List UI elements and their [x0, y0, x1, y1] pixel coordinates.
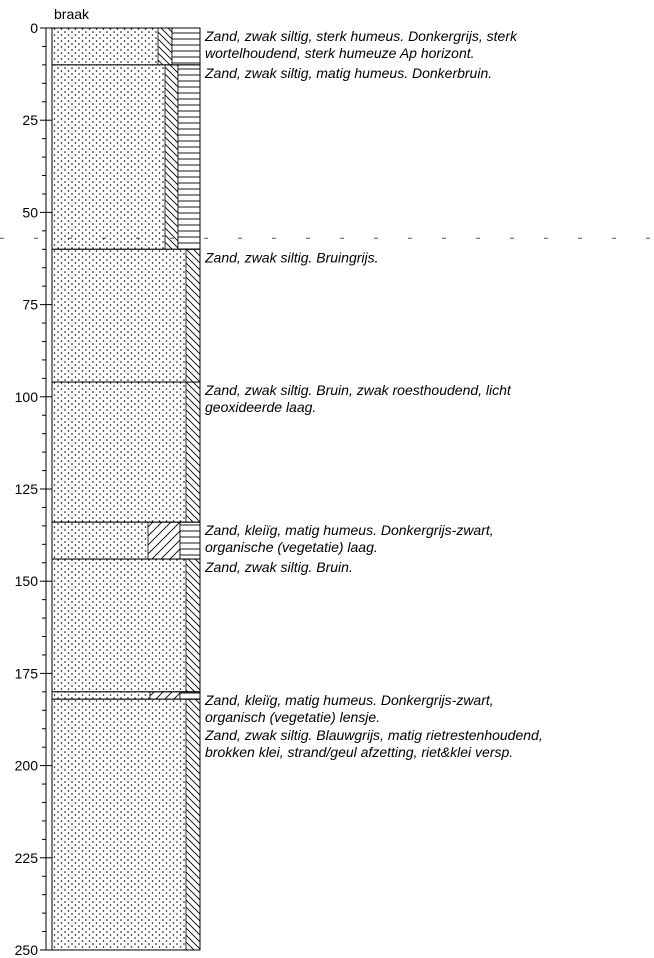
silt: [185, 381, 201, 523]
tick-label: 200: [15, 758, 39, 774]
tick-label: 225: [15, 850, 39, 866]
humus: [177, 64, 201, 250]
sand: [52, 28, 158, 65]
sand: [52, 699, 186, 950]
tick-label: 125: [15, 481, 39, 497]
tick-label: 100: [15, 389, 39, 405]
layer-description: brokken klei, strand/geul afzetting, rie…: [205, 744, 513, 760]
tick-label: 250: [15, 942, 39, 958]
layer-description: Zand, kleiïg, matig humeus. Donkergrijs-…: [204, 522, 494, 538]
tick-label: 50: [22, 204, 38, 220]
silt: [157, 27, 173, 66]
silt: [164, 64, 179, 250]
sand: [52, 559, 186, 692]
layer-description: organische (vegetatie) laag.: [205, 539, 378, 555]
layer-description: Zand, zwak siltig. Bruingrijs.: [204, 249, 379, 265]
tick-label: 150: [15, 573, 39, 589]
layer-description: wortelhoudend, sterk humeuze Ap horizont…: [205, 45, 475, 61]
humus: [179, 691, 201, 700]
column-title: braak: [54, 6, 90, 22]
silt: [149, 691, 181, 700]
sand: [52, 691, 150, 700]
humus: [171, 27, 201, 66]
layer-description: Zand, zwak siltig. Bruin, zwak roesthoud…: [204, 382, 512, 398]
layer-description: Zand, zwak siltig, matig humeus. Donkerb…: [204, 65, 492, 81]
humus: [179, 521, 201, 560]
silt: [147, 521, 181, 560]
silt: [185, 698, 201, 951]
tick-label: 75: [22, 297, 38, 313]
tick-label: 25: [22, 112, 38, 128]
layer-description: Zand, zwak siltig. Bruin.: [204, 559, 353, 575]
layer-description: Zand, kleiïg, matig humeus. Donkergrijs-…: [204, 692, 494, 708]
silt: [185, 558, 201, 693]
sand: [52, 249, 186, 383]
layer-description: geoxideerde laag.: [205, 399, 316, 415]
silt: [185, 248, 201, 383]
tick-label: 175: [15, 665, 39, 681]
layer-description: Zand, zwak siltig. Blauwgrijs, matig rie…: [204, 727, 543, 743]
sand: [52, 64, 165, 250]
layer-description: organisch (vegetatie) lensje.: [205, 709, 380, 725]
layer-description: Zand, zwak siltig, sterk humeus. Donkerg…: [204, 28, 518, 44]
layer-outline: [51, 698, 201, 951]
sand: [52, 522, 148, 560]
sand: [52, 382, 186, 523]
tick-label: 0: [30, 20, 38, 36]
